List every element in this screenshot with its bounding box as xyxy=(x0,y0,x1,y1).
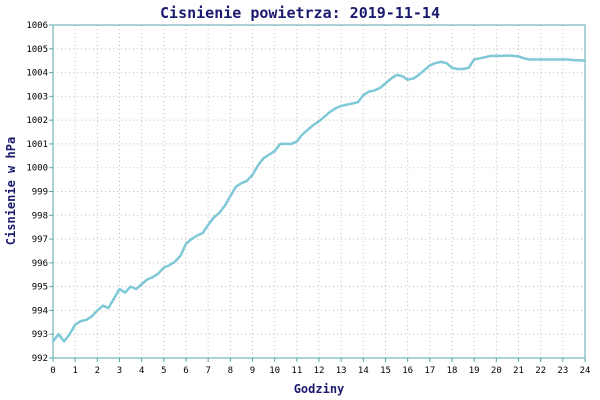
x-tick-labels: 0 1 2 3 4 5 6 7 8 9 10 11 12 13 14 15 16 17 18 19 20 21 22 23 24 xyxy=(50,366,590,376)
x-tick-label: 4 xyxy=(139,366,144,376)
y-tick-label: 992 xyxy=(32,354,48,364)
y-tick-label: 994 xyxy=(32,306,48,316)
x-tick-label: 7 xyxy=(205,366,210,376)
x-axis-label: Godziny xyxy=(294,382,345,396)
y-tick-label: 998 xyxy=(32,211,48,221)
y-tick-label: 1001 xyxy=(26,140,48,150)
pressure-series-line xyxy=(51,54,587,343)
y-tick-label: 1002 xyxy=(26,116,48,126)
x-tick-label: 1 xyxy=(72,366,77,376)
y-tick-label: 1006 xyxy=(26,21,48,31)
x-tick-label: 14 xyxy=(358,366,369,376)
y-tick-label: 1005 xyxy=(26,45,48,55)
x-tick-label: 8 xyxy=(228,366,233,376)
x-tick-label: 17 xyxy=(424,366,435,376)
grid xyxy=(53,25,585,358)
x-tick-label: 6 xyxy=(183,366,188,376)
y-tick-label: 1003 xyxy=(26,92,48,102)
x-tick-label: 5 xyxy=(161,366,166,376)
axis-ticks xyxy=(49,24,586,362)
x-tick-label: 20 xyxy=(491,366,502,376)
y-tick-label: 995 xyxy=(32,283,48,293)
x-tick-label: 13 xyxy=(336,366,347,376)
x-tick-label: 23 xyxy=(557,366,568,376)
y-tick-label: 1004 xyxy=(26,69,48,79)
x-tick-label: 10 xyxy=(269,366,280,376)
x-tick-label: 15 xyxy=(380,366,391,376)
x-tick-label: 0 xyxy=(50,366,55,376)
y-tick-labels: 992 993 994 995 996 997 998 999 1000 1001 1002 1003… xyxy=(26,21,48,364)
y-axis-label: Cisnienie w hPa xyxy=(4,137,18,245)
chart-title: Cisnienie powietrza: 2019-11-14 xyxy=(160,4,440,22)
x-tick-label: 11 xyxy=(291,366,302,376)
y-tick-label: 1000 xyxy=(26,164,48,174)
x-tick-label: 18 xyxy=(447,366,458,376)
y-tick-label: 993 xyxy=(32,330,48,340)
y-tick-label: 997 xyxy=(32,235,48,245)
x-tick-label: 3 xyxy=(117,366,122,376)
x-tick-label: 2 xyxy=(95,366,100,376)
x-tick-label: 19 xyxy=(469,366,480,376)
x-tick-label: 16 xyxy=(402,366,413,376)
x-tick-label: 22 xyxy=(535,366,546,376)
y-tick-label: 996 xyxy=(32,259,48,269)
x-tick-label: 12 xyxy=(314,366,325,376)
x-tick-label: 9 xyxy=(250,366,255,376)
x-tick-label: 24 xyxy=(580,366,591,376)
x-tick-label: 21 xyxy=(513,366,524,376)
y-tick-label: 999 xyxy=(32,188,48,198)
